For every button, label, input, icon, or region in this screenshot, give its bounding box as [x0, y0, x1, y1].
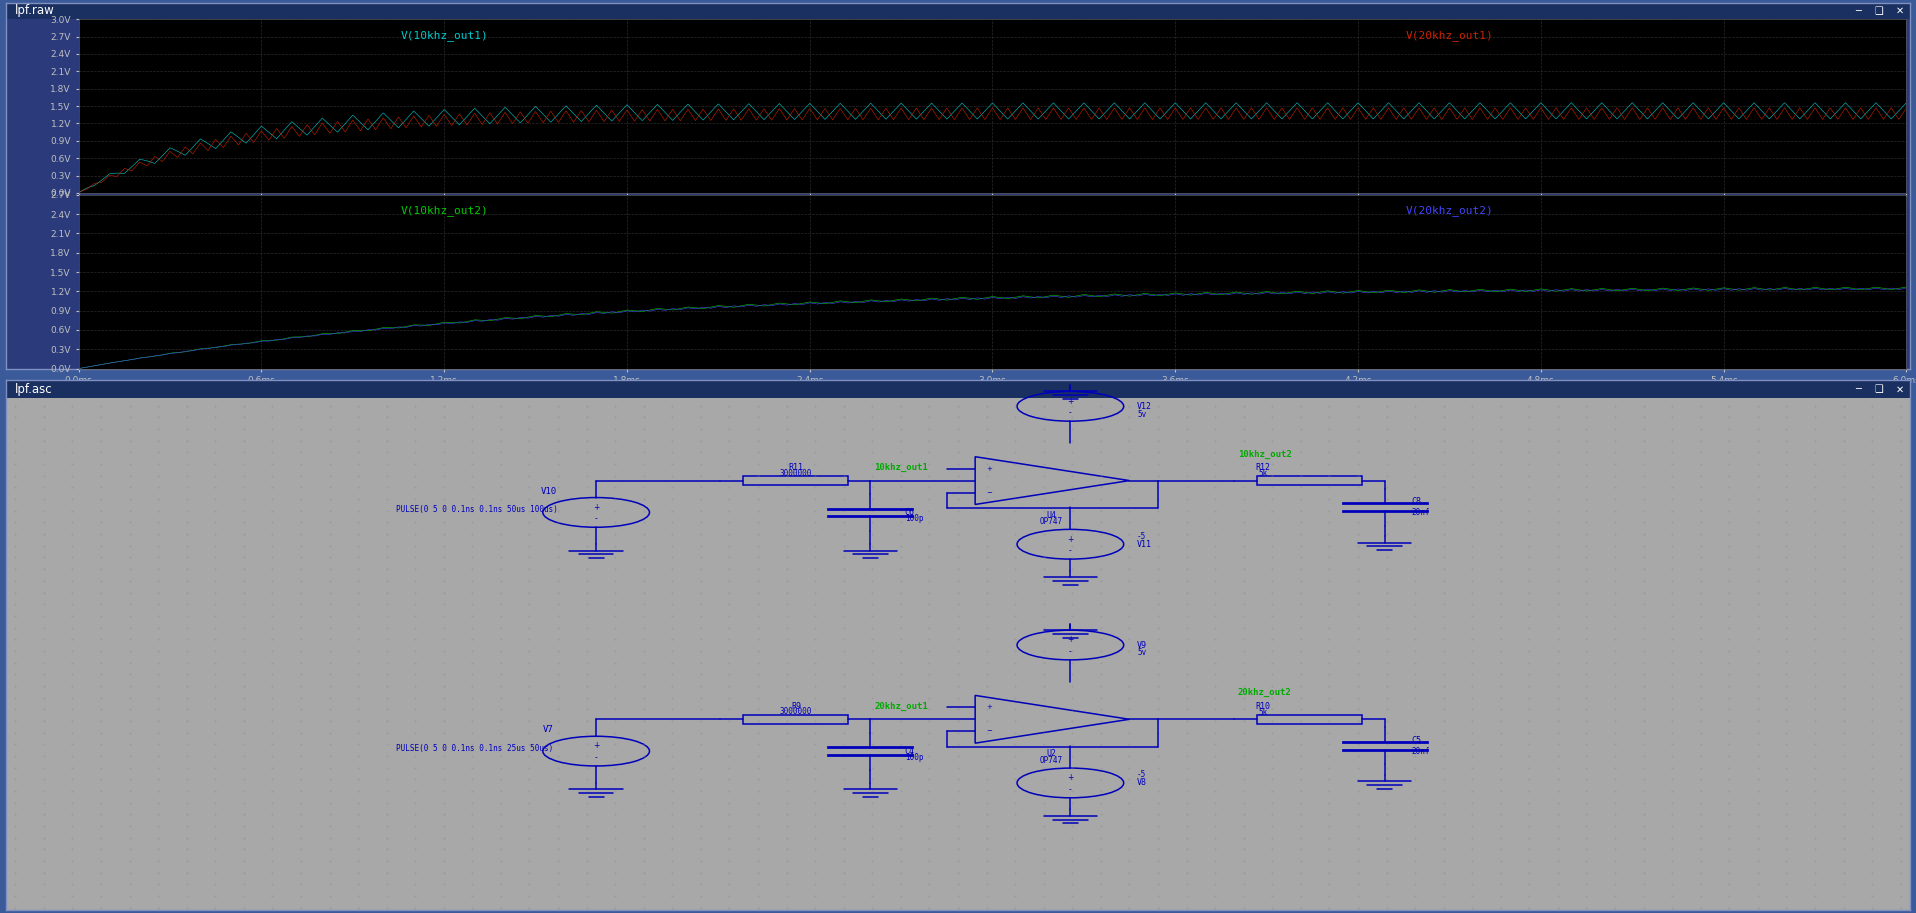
Text: -: -	[1069, 546, 1071, 555]
Text: lpf.raw: lpf.raw	[15, 5, 56, 17]
Text: OP747: OP747	[1040, 756, 1063, 765]
Text: C8: C8	[1412, 498, 1422, 507]
Text: V(20khz_out1): V(20khz_out1)	[1406, 29, 1493, 40]
Text: -: -	[1069, 785, 1071, 794]
Text: ❑: ❑	[1874, 5, 1883, 16]
Text: R9: R9	[791, 702, 801, 711]
Text: 3000000: 3000000	[780, 708, 812, 717]
Text: -5: -5	[1136, 771, 1146, 780]
Text: R12: R12	[1255, 463, 1270, 472]
Text: ✕: ✕	[1895, 5, 1905, 16]
Text: R10: R10	[1255, 701, 1270, 710]
Text: V11: V11	[1136, 540, 1152, 549]
Text: V(20khz_out2): V(20khz_out2)	[1406, 205, 1493, 216]
Text: V(10khz_out1): V(10khz_out1)	[400, 29, 489, 40]
Bar	[6, 3, 1910, 19]
Text: +: +	[1067, 773, 1073, 782]
Text: U2: U2	[1046, 750, 1056, 759]
Text: -5: -5	[1136, 531, 1146, 540]
Text: PULSE(0 5 0 0.1ns 0.1ns 25us 50us): PULSE(0 5 0 0.1ns 0.1ns 25us 50us)	[397, 744, 554, 753]
Text: +: +	[1067, 534, 1073, 543]
Text: 20khz_out2: 20khz_out2	[1238, 688, 1291, 698]
Text: V8: V8	[1136, 779, 1148, 787]
Text: V12: V12	[1136, 402, 1152, 411]
Text: lpf.asc: lpf.asc	[15, 383, 54, 396]
Text: 5k: 5k	[1259, 708, 1266, 717]
Text: 20khz_out1: 20khz_out1	[874, 701, 927, 710]
Text: 10khz_out1: 10khz_out1	[874, 463, 927, 472]
Text: ✕: ✕	[1895, 384, 1905, 394]
Bar	[743, 715, 847, 724]
Text: V10: V10	[540, 487, 556, 496]
Text: +: +	[1067, 396, 1073, 405]
Text: C6: C6	[904, 508, 914, 517]
Text: -: -	[594, 753, 598, 762]
Text: V9: V9	[1136, 641, 1148, 649]
Text: ❑: ❑	[1874, 384, 1883, 394]
Bar	[1257, 476, 1362, 486]
Bar	[1257, 715, 1362, 724]
Text: +: +	[1067, 635, 1073, 645]
Bar	[6, 380, 1910, 398]
Text: OP747: OP747	[1040, 518, 1063, 527]
Text: C4: C4	[904, 747, 914, 756]
Text: ─: ─	[1855, 5, 1860, 16]
Text: C5: C5	[1412, 736, 1422, 745]
Text: −: −	[987, 729, 992, 734]
Text: 5v: 5v	[1136, 648, 1146, 657]
Text: V7: V7	[542, 726, 554, 734]
Text: 20nf: 20nf	[1412, 747, 1429, 756]
Text: −: −	[987, 489, 992, 496]
Text: 5k: 5k	[1259, 469, 1266, 478]
Text: -: -	[1069, 408, 1071, 417]
Text: ─: ─	[1855, 384, 1860, 394]
Text: 10khz_out2: 10khz_out2	[1238, 449, 1291, 458]
Bar	[743, 476, 847, 486]
Text: 20nf: 20nf	[1412, 508, 1429, 517]
Text: +: +	[987, 466, 992, 472]
Text: 3000000: 3000000	[780, 468, 812, 477]
Text: -: -	[1069, 647, 1071, 656]
Text: -: -	[594, 515, 598, 523]
Text: R11: R11	[789, 463, 803, 472]
Text: 5v: 5v	[1136, 410, 1146, 419]
Text: +: +	[592, 503, 600, 511]
Text: 100p: 100p	[904, 753, 924, 762]
Text: V(10khz_out2): V(10khz_out2)	[400, 205, 489, 216]
Text: 100p: 100p	[904, 514, 924, 523]
Text: +: +	[987, 704, 992, 710]
Text: PULSE(0 5 0 0.1ns 0.1ns 50us 100us): PULSE(0 5 0 0.1ns 0.1ns 50us 100us)	[397, 505, 558, 514]
Text: +: +	[592, 741, 600, 750]
Text: U4: U4	[1046, 510, 1056, 519]
